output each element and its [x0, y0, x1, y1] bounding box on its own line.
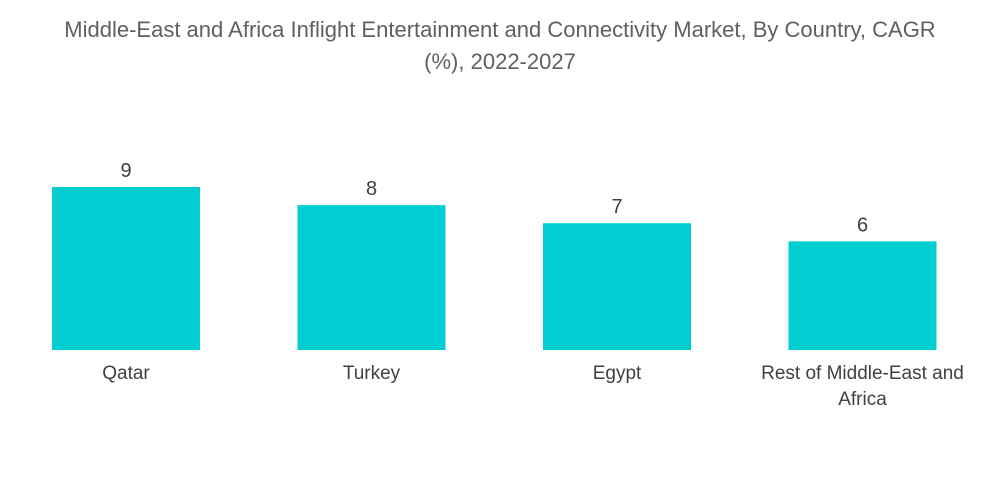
bar-rest-of-middle-east-and-africa: [788, 241, 937, 350]
chart-title: Middle-East and Africa Inflight Entertai…: [64, 17, 936, 74]
data-label-turkey: 8: [366, 178, 377, 200]
category-label-qatar: Qatar: [102, 363, 150, 384]
category-label-egypt: Egypt: [593, 363, 642, 384]
bars-layer: [52, 187, 937, 350]
data-label-rest-of-middle-east-and-africa: 6: [857, 214, 868, 236]
bar-turkey: [297, 205, 446, 350]
labels-layer: 9 Qatar 8 Turkey 7 Egypt 6 Rest of Middle-East …: [102, 160, 964, 410]
data-label-qatar: 9: [120, 160, 131, 182]
data-label-egypt: 7: [611, 196, 622, 218]
category-label-turkey: Turkey: [343, 363, 401, 384]
bar-egypt: [543, 223, 691, 350]
category-label-rest-of-middle-east-and-africa: Rest of Middle-East and Africa: [761, 363, 964, 410]
bar-qatar: [52, 187, 200, 350]
